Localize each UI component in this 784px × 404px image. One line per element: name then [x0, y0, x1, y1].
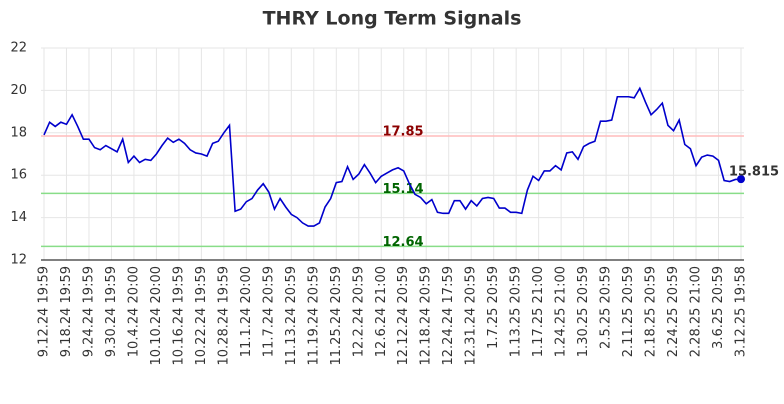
signal-label: 12.64: [382, 235, 423, 250]
x-tick-label: 1.24.25 21:00: [554, 266, 569, 357]
price-line: [43, 86, 742, 227]
x-tick-label: 9.24.24 19:59: [81, 266, 96, 357]
signal-label: 17.85: [382, 124, 423, 139]
x-tick-label: 10.4.24 20:00: [126, 266, 141, 357]
y-tick-label: 14: [10, 210, 27, 225]
x-tick-label: 11.25.24 20:59: [329, 266, 344, 366]
x-tick-label: 10.28.24 19:59: [216, 266, 231, 366]
x-tick-label: 10.10.24 20:00: [149, 266, 164, 366]
x-tick-label: 2.24.25 20:59: [666, 266, 681, 357]
x-tick-label: 11.7.24 20:59: [261, 266, 276, 357]
x-tick-label: 12.31.24 20:59: [464, 266, 479, 366]
x-tick-label: 1.13.25 20:59: [509, 266, 524, 357]
x-tick-label: 3.6.25 20:59: [711, 266, 726, 349]
x-tick-label: 2.11.25 20:59: [621, 266, 636, 357]
x-tick-label: 3.12.25 19:58: [734, 266, 749, 357]
y-tick-label: 16: [10, 168, 27, 183]
x-tick-label: 11.19.24 20:59: [306, 266, 321, 366]
x-tick-label: 2.5.25 20:59: [599, 266, 614, 349]
x-tick-label: 11.1.24 20:00: [239, 266, 254, 357]
x-tick-label: 10.16.24 19:59: [171, 266, 186, 366]
x-tick-label: 1.17.25 21:00: [531, 266, 546, 357]
y-tick-label: 22: [10, 41, 27, 56]
x-tick-label: 11.13.24 20:59: [284, 266, 299, 366]
x-tick-label: 12.18.24 20:59: [419, 266, 434, 366]
x-tick-label: 12.2.24 20:59: [351, 266, 366, 357]
x-tick-label: 12.24.24 17:59: [441, 266, 456, 366]
x-tick-label: 2.18.25 20:59: [644, 266, 659, 357]
x-tick-label: 12.6.24 21:00: [374, 266, 389, 357]
x-tick-label: 9.30.24 19:59: [104, 266, 119, 357]
x-tick-label: 1.30.25 20:59: [576, 266, 591, 357]
chart-title: THRY Long Term Signals: [263, 8, 522, 30]
last-point: [737, 175, 745, 184]
x-tick-label: 1.7.25 20:59: [486, 266, 501, 349]
y-tick-label: 20: [10, 83, 27, 98]
x-tick-label: 9.12.24 19:59: [37, 266, 52, 357]
y-tick-label: 12: [10, 253, 27, 268]
y-tick-label: 18: [10, 125, 27, 140]
x-tick-label: 10.22.24 19:59: [194, 266, 209, 366]
signal-label: 15.14: [382, 182, 423, 197]
last-value-label: 15.815: [729, 165, 779, 180]
x-tick-label: 12.12.24 20:59: [396, 266, 411, 366]
x-tick-label: 9.18.24 19:59: [59, 266, 74, 357]
x-tick-label: 2.28.25 21:00: [689, 266, 704, 357]
